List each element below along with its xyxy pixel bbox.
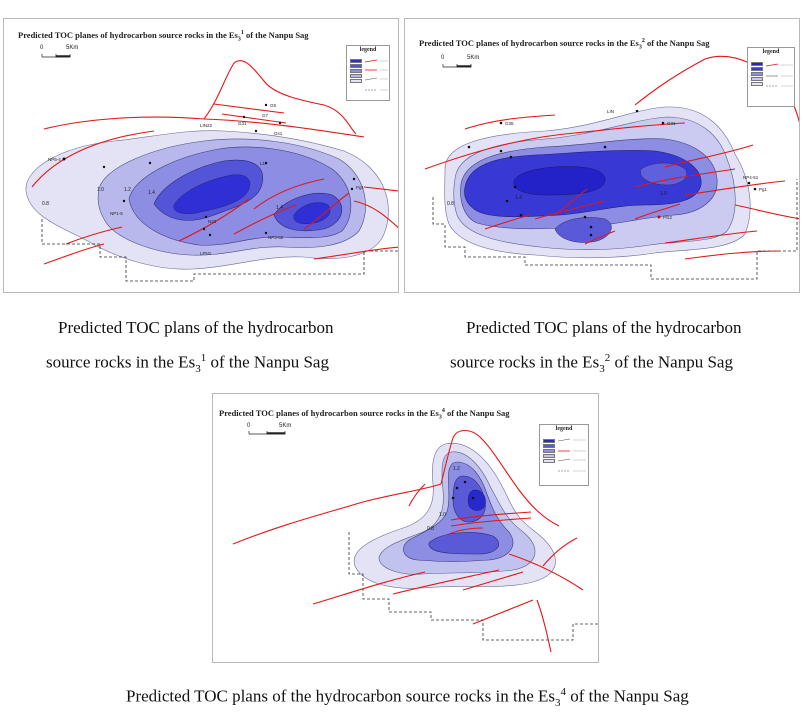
wells-a [62, 103, 356, 237]
contour-core-c [468, 489, 486, 511]
legend-swatch-4 [751, 77, 763, 81]
well-label-np3-82: NP3-82 [268, 235, 284, 240]
legend-a: legend [346, 45, 390, 101]
well-label-pg1: Pg1 [759, 187, 768, 192]
sag-boundary [348, 532, 598, 641]
legend-title-c: legend [555, 426, 573, 432]
contour-south-lobe-b [554, 217, 612, 243]
contour-label-1.2: 1.2 [453, 466, 460, 472]
scale-bar-b [442, 64, 472, 68]
legend-swatch-5 [543, 459, 555, 463]
map-title-a: Predicted TOC planes of hydrocarbon sour… [18, 30, 309, 43]
contour-label-1.4b: 1.4 [276, 205, 283, 211]
legend-title-b: legend [762, 49, 780, 55]
sag-boundary [432, 179, 798, 280]
caption-b-line1: Predicted TOC plans of the hydrocarbon [466, 318, 742, 337]
legend-swatch-3 [543, 449, 555, 453]
well-label-pg1: Pg1 [356, 185, 365, 190]
legend-title-a: legend [359, 47, 377, 53]
legend-swatch-2 [543, 444, 555, 448]
caption-b-line2: source rocks in the Es32 of the Nanpu Sa… [450, 352, 733, 376]
contour-core-east [293, 202, 331, 224]
contour-core-west [173, 174, 251, 214]
panel-letter-b: B [405, 19, 413, 20]
contour-core-b [513, 166, 606, 196]
scale-dist-b: 5Km [467, 55, 480, 61]
legend-swatch-4 [350, 74, 362, 78]
legend-symbols-b [765, 63, 793, 87]
caption-a-line2: source rocks in the Es31 of the Nanpu Sa… [46, 352, 329, 376]
well-label-n33: N33 [208, 219, 217, 224]
map-title-b: Predicted TOC planes of hydrocarbon sour… [419, 38, 710, 51]
scale-zero-a: 0 [40, 45, 44, 51]
legend-swatch-5 [751, 82, 763, 86]
map-panel-c: 0.8 1.0 1.2 C Predicted TOC planes of hy… [212, 393, 599, 663]
scale-dist-a: 5Km [66, 45, 79, 51]
contour-inner-east-b [640, 162, 687, 186]
contour-label-1.0: 1.0 [439, 512, 446, 518]
legend-b: legend [747, 47, 795, 107]
well-label-pg2: PG2 [663, 215, 673, 220]
caption-c: Predicted TOC plans of the hydrocarbon s… [126, 686, 689, 710]
well-label-gs1: Gs1 [274, 131, 283, 136]
caption-a-line1: Predicted TOC plans of the hydrocarbon [58, 318, 334, 337]
contour-label-1.4: 1.4 [148, 190, 155, 196]
legend-symbols-a [364, 59, 388, 91]
well-label-g5: G5 [270, 103, 277, 108]
well-label-np5-4: NP5-4 [48, 157, 61, 162]
well-label-lpn1: LPN1 [200, 251, 212, 256]
wells-b [467, 109, 757, 237]
legend-swatch-4 [543, 454, 555, 458]
legend-swatch-1 [350, 59, 362, 63]
map-panel-a: 0.8 1.0 1.2 1.4 1.4 NP5-4 G5 G7 LIN22 G3… [3, 18, 399, 293]
map-panel-b: 0.8 1.0 1.4 G35 LIN G31 PG2 NP4-51 Pg1 B [404, 18, 800, 293]
contour-label-1.0: 1.0 [660, 191, 667, 197]
legend-symbols-c [557, 438, 586, 472]
well-label-l17: L17 [260, 161, 268, 166]
well-label-np4-51: NP4-51 [743, 175, 759, 180]
contour-label-0.8: 0.8 [427, 526, 434, 532]
legend-swatch-3 [751, 72, 763, 76]
legend-swatch-2 [751, 67, 763, 71]
toc-map-c: 0.8 1.0 1.2 [232, 429, 598, 653]
scale-bar-c [248, 431, 286, 435]
scale-zero-b: 0 [441, 55, 445, 61]
well-label-g7: G7 [262, 113, 269, 118]
toc-map-b: 0.8 1.0 1.4 G35 LIN G31 PG2 NP4-51 Pg1 [424, 55, 799, 280]
well-label-g35: G35 [505, 121, 514, 126]
well-label-lin22: LIN22 [200, 123, 213, 128]
contour-label-1.4: 1.4 [515, 195, 522, 201]
panel-letter-a: A [4, 19, 16, 20]
legend-swatch-5 [350, 79, 362, 83]
legend-swatch-3 [350, 69, 362, 73]
legend-swatch-1 [751, 62, 763, 66]
panel-letter-c: C [213, 394, 214, 395]
toc-map-a: 0.8 1.0 1.2 1.4 1.4 NP5-4 G5 G7 LIN22 G3… [25, 54, 398, 282]
contour-label-1.0: 1.0 [97, 187, 104, 193]
scale-dist-c: 5Km [279, 423, 292, 429]
well-label-g31: G31 [238, 121, 247, 126]
wells-c [451, 480, 475, 500]
contour-label-0.8: 0.8 [42, 201, 49, 207]
legend-c: legend [539, 424, 589, 486]
legend-swatch-1 [543, 439, 555, 443]
scale-zero-c: 0 [247, 423, 251, 429]
contour-label-0.8: 0.8 [447, 201, 454, 207]
scale-bar-a [41, 54, 71, 58]
map-title-c: Predicted TOC planes of hydrocarbon sour… [219, 408, 510, 421]
well-label-np1-5: NP1-5 [110, 211, 123, 216]
fault-lines [31, 60, 398, 265]
legend-swatch-2 [350, 64, 362, 68]
well-label-lin: LIN [607, 109, 614, 114]
contour-1.4-south [428, 532, 499, 555]
fault-lines [232, 429, 584, 653]
contour-label-1.2: 1.2 [124, 187, 131, 193]
well-label-g31: G31 [667, 121, 676, 126]
